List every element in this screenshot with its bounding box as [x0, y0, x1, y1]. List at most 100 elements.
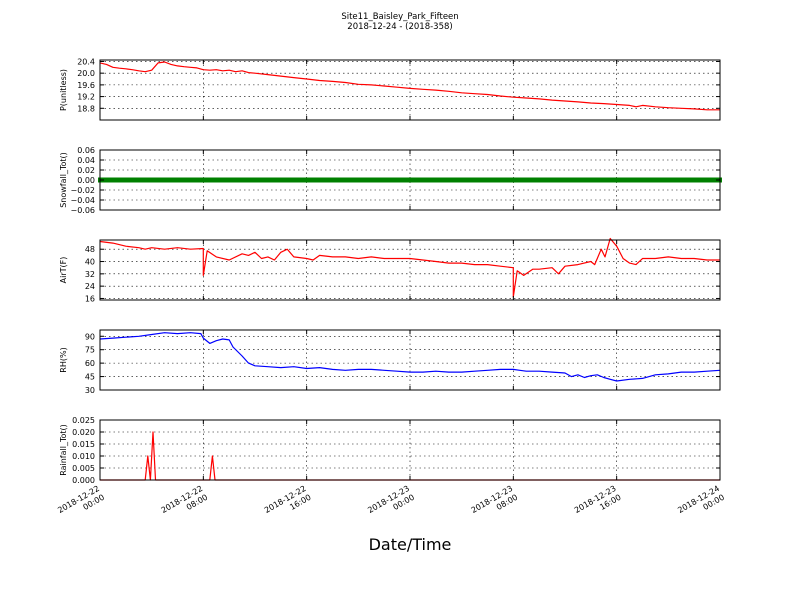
data-point	[259, 177, 264, 183]
y-tick-label: 0.010	[72, 452, 95, 461]
data-point	[282, 177, 287, 183]
data-point	[575, 177, 580, 183]
data-point	[695, 177, 700, 183]
data-point	[685, 177, 690, 183]
data-point	[139, 177, 144, 183]
data-point	[546, 177, 551, 183]
data-point	[543, 177, 548, 183]
data-point	[462, 177, 467, 183]
data-point	[521, 177, 526, 183]
data-point	[556, 177, 561, 183]
data-point	[265, 177, 270, 183]
data-point	[443, 177, 448, 183]
data-point	[320, 177, 325, 183]
data-point	[207, 177, 212, 183]
data-point	[430, 177, 435, 183]
data-point	[676, 177, 681, 183]
data-point	[356, 177, 361, 183]
data-point	[663, 177, 668, 183]
y-tick-label: 0.00	[77, 176, 95, 185]
data-point	[563, 177, 567, 183]
data-point	[411, 177, 416, 183]
series-line	[99, 61, 720, 111]
data-point	[249, 177, 254, 183]
data-point	[511, 177, 516, 183]
data-point	[653, 177, 658, 183]
data-point	[540, 177, 545, 183]
data-point	[488, 177, 493, 183]
data-point	[201, 177, 206, 183]
data-point	[449, 177, 454, 183]
data-point	[169, 177, 174, 183]
data-point	[185, 177, 190, 183]
data-point	[595, 177, 600, 183]
data-point	[705, 177, 710, 183]
data-point	[459, 177, 464, 183]
data-point	[482, 177, 487, 183]
y-tick-label: 60	[85, 359, 95, 368]
data-point	[669, 177, 674, 183]
data-point	[223, 177, 228, 183]
subplot-2: −0.06−0.04−0.020.000.020.040.06 Snowfall_…	[59, 146, 722, 215]
data-point	[314, 177, 319, 183]
data-point	[640, 177, 645, 183]
data-point	[634, 177, 639, 183]
y-tick-label: 20.0	[77, 69, 95, 78]
data-point	[236, 177, 241, 183]
y-tick-label: 0.025	[72, 416, 95, 425]
y-tick-label: −0.06	[70, 206, 95, 215]
data-point	[159, 177, 164, 183]
data-point	[294, 177, 299, 183]
data-point	[646, 177, 651, 183]
data-point	[307, 177, 312, 183]
data-point	[420, 177, 425, 183]
data-point	[533, 177, 538, 183]
data-point	[107, 177, 112, 183]
data-point	[369, 177, 374, 183]
y-axis-label: AirT(F)	[59, 257, 68, 284]
data-point	[527, 177, 532, 183]
data-point	[466, 177, 471, 183]
data-point	[175, 177, 180, 183]
data-point	[498, 177, 503, 183]
data-point	[479, 177, 484, 183]
data-point	[191, 177, 196, 183]
data-point	[353, 177, 358, 183]
data-point	[194, 177, 199, 183]
data-point	[275, 177, 280, 183]
data-point	[598, 177, 603, 183]
data-point	[672, 177, 677, 183]
data-point	[666, 177, 671, 183]
data-point	[285, 177, 290, 183]
data-point	[188, 177, 193, 183]
data-point	[391, 177, 396, 183]
data-point	[256, 177, 261, 183]
data-point	[417, 177, 422, 183]
data-point	[701, 177, 706, 183]
data-point	[262, 177, 267, 183]
data-point	[424, 177, 429, 183]
data-point	[156, 177, 161, 183]
y-tick-label: 0.020	[72, 428, 95, 437]
y-tick-label: 0.015	[72, 440, 95, 449]
y-tick-label: 0.06	[77, 146, 95, 155]
data-point	[240, 177, 245, 183]
y-tick-label: 32	[85, 270, 95, 279]
data-point	[311, 177, 316, 183]
data-point	[566, 177, 571, 183]
y-tick-label: −0.02	[70, 186, 95, 195]
data-point	[217, 177, 222, 183]
data-point	[582, 177, 587, 183]
data-point	[553, 177, 558, 183]
y-tick-label: 0.005	[72, 464, 95, 473]
data-point	[456, 177, 461, 183]
y-axis-label: RH(%)	[59, 347, 68, 372]
data-point	[517, 177, 522, 183]
data-point	[324, 177, 329, 183]
data-point	[246, 177, 251, 183]
data-point	[621, 177, 626, 183]
data-point	[469, 177, 474, 183]
